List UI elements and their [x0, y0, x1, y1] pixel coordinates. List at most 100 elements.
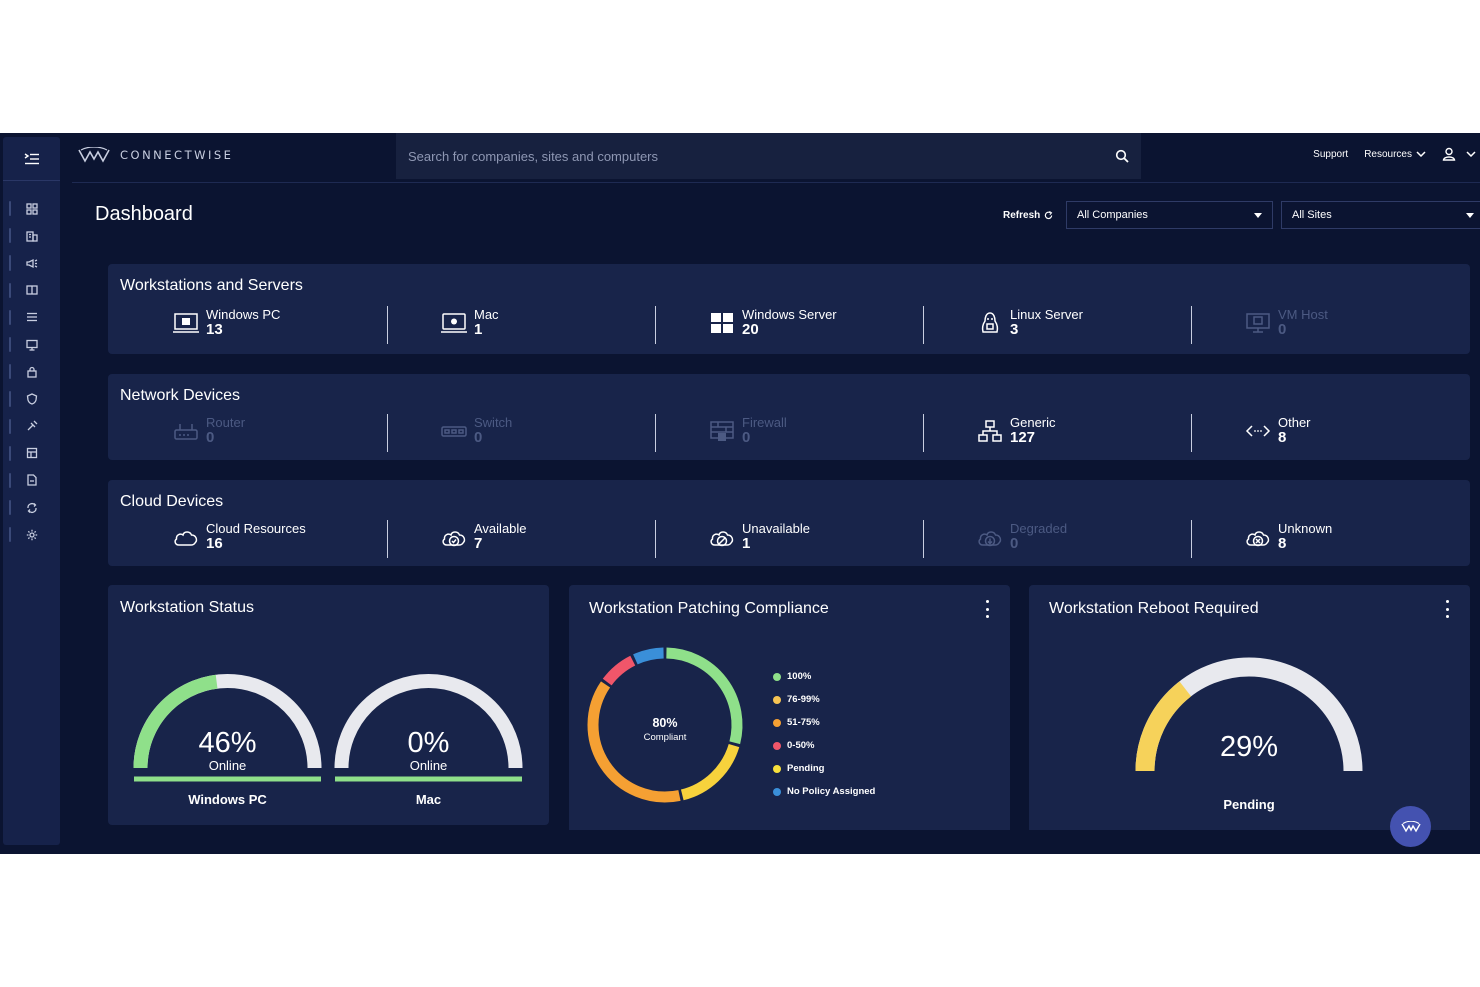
stat-text: Firewall 0	[742, 416, 787, 446]
shield-icon	[26, 393, 37, 405]
stat-value: 0	[206, 429, 215, 446]
reboot-gauge[interactable]: 29% Pending	[1029, 585, 1470, 830]
refresh-button[interactable]: Refresh	[1003, 210, 1053, 221]
cloud-card: Cloud Devices Cloud Resources 16 Available…	[108, 480, 1470, 566]
legend-label: 76-99%	[787, 694, 820, 705]
stat-divider	[387, 414, 388, 452]
stat-value: 0	[1010, 535, 1019, 552]
chevron-down-icon	[1466, 151, 1476, 157]
legend-item[interactable]: 51-75%	[773, 711, 875, 734]
legend-item[interactable]: Pending	[773, 757, 875, 780]
site-select[interactable]: All Sites	[1281, 201, 1480, 229]
donut-segment[interactable]	[587, 681, 681, 803]
sidebar-item-reports[interactable]	[3, 440, 60, 467]
sidebar-item-shield[interactable]	[3, 385, 60, 412]
stat-text: Other 8	[1278, 415, 1311, 446]
user-menu[interactable]	[1442, 147, 1476, 161]
sidebar-item-automation[interactable]	[3, 413, 60, 440]
app-root: CONNECTWISE Support Resources	[0, 133, 1480, 854]
company-select-value: All Companies	[1077, 209, 1148, 221]
sidebar-item-companies[interactable]	[3, 222, 60, 249]
stat-value: 20	[742, 321, 759, 338]
legend-item[interactable]: 76-99%	[773, 688, 875, 711]
workstations-title: Workstations and Servers	[120, 277, 303, 294]
stat-text: Router 0	[206, 415, 246, 446]
sidebar-item-list[interactable]	[3, 304, 60, 331]
stat-text: Mac 1	[474, 308, 499, 338]
top-bar: CONNECTWISE Support Resources	[72, 133, 1480, 183]
generic-network-icon	[978, 419, 1002, 442]
legend-item[interactable]: 0-50%	[773, 734, 875, 757]
tickets-icon	[25, 285, 38, 295]
workstations-card: Workstations and Servers Windows PC 13 Mac…	[108, 264, 1470, 354]
stat-label: Other	[1278, 415, 1311, 430]
sidebar-item-announcements[interactable]	[3, 249, 60, 276]
connectwise-assistant-icon	[1400, 820, 1421, 832]
workstation-status-gauges: 46% Online Windows PC 0% Online Mac	[133, 674, 523, 807]
sidebar-item-lock[interactable]	[3, 358, 60, 385]
sidebar-item-dashboard[interactable]	[3, 195, 60, 222]
stat-value: 0	[1278, 321, 1287, 338]
stat-label: Cloud Resources	[206, 521, 306, 536]
linux-icon	[981, 311, 999, 333]
generic-network-icon-wrap	[976, 419, 1004, 443]
sidebar-nav	[3, 195, 60, 548]
gauge-sub: Online	[209, 758, 247, 773]
reboot-label: Pending	[1223, 797, 1274, 812]
stat-value: 1	[474, 321, 483, 338]
donut-segment[interactable]	[602, 655, 636, 686]
cloud-unknown-icon-wrap	[1244, 525, 1272, 549]
other-icon-wrap	[1244, 419, 1272, 443]
windows-pc-gauge[interactable]: 46% Online Windows PC	[133, 674, 322, 807]
resources-menu[interactable]: Resources	[1364, 149, 1426, 160]
reboot-more-button[interactable]	[1444, 600, 1450, 618]
donut-segment[interactable]	[666, 647, 743, 745]
resources-label: Resources	[1364, 148, 1412, 160]
reboot-title: Workstation Reboot Required	[1049, 600, 1259, 617]
stat-text: Available 7	[474, 522, 527, 552]
company-select[interactable]: All Companies	[1066, 201, 1273, 229]
stat-divider	[923, 306, 924, 344]
windows-server-icon-wrap	[708, 311, 736, 335]
sidebar	[3, 137, 60, 845]
support-link[interactable]: Support	[1313, 149, 1348, 160]
stat-label: Router	[206, 415, 246, 430]
cloud-unknown-icon	[1246, 530, 1270, 546]
patching-donut[interactable]: 80% Compliant	[569, 625, 769, 825]
sidebar-item-tickets[interactable]	[3, 277, 60, 304]
donut-segment[interactable]	[633, 647, 664, 665]
legend-dot	[773, 787, 781, 796]
patching-more-button[interactable]	[984, 600, 990, 618]
stat-text: Generic 127	[1010, 416, 1056, 446]
linux-icon-wrap	[976, 311, 1004, 335]
sidebar-item-settings[interactable]	[3, 521, 60, 548]
stat-divider	[923, 414, 924, 452]
stat-divider	[1191, 520, 1192, 558]
vm-host-icon	[1246, 312, 1270, 333]
stat-label: Windows Server	[742, 307, 837, 322]
patching-legend: 100% 76-99% 51-75% 0-50% Pending No Policy As…	[773, 665, 875, 803]
sidebar-item-devices[interactable]	[3, 331, 60, 358]
support-label: Support	[1313, 148, 1349, 160]
sidebar-item-integrations[interactable]	[3, 494, 60, 521]
cloud-check-icon-wrap	[440, 525, 468, 549]
documents-icon	[26, 474, 37, 487]
donut-segment[interactable]	[680, 743, 740, 801]
cloud-down-icon	[978, 530, 1002, 546]
legend-item[interactable]: No Policy Assigned	[773, 780, 875, 803]
legend-item[interactable]: 100%	[773, 665, 875, 688]
sidebar-item-documents[interactable]	[3, 467, 60, 494]
legend-dot	[773, 672, 781, 681]
search-icon[interactable]	[1115, 149, 1129, 163]
connectwise-logo-icon	[78, 147, 110, 163]
cloud-icon-wrap	[172, 525, 200, 549]
assistant-fab-button[interactable]	[1390, 806, 1431, 847]
page-title: Dashboard	[95, 203, 193, 225]
stat-divider	[655, 414, 656, 452]
logo[interactable]: CONNECTWISE	[78, 147, 233, 163]
mac-gauge[interactable]: 0% Online Mac	[334, 674, 523, 807]
gauge-track	[334, 674, 523, 769]
top-right-nav: Support Resources	[1313, 147, 1480, 161]
search-input[interactable]	[408, 148, 1115, 164]
menu-toggle-button[interactable]	[3, 137, 60, 181]
